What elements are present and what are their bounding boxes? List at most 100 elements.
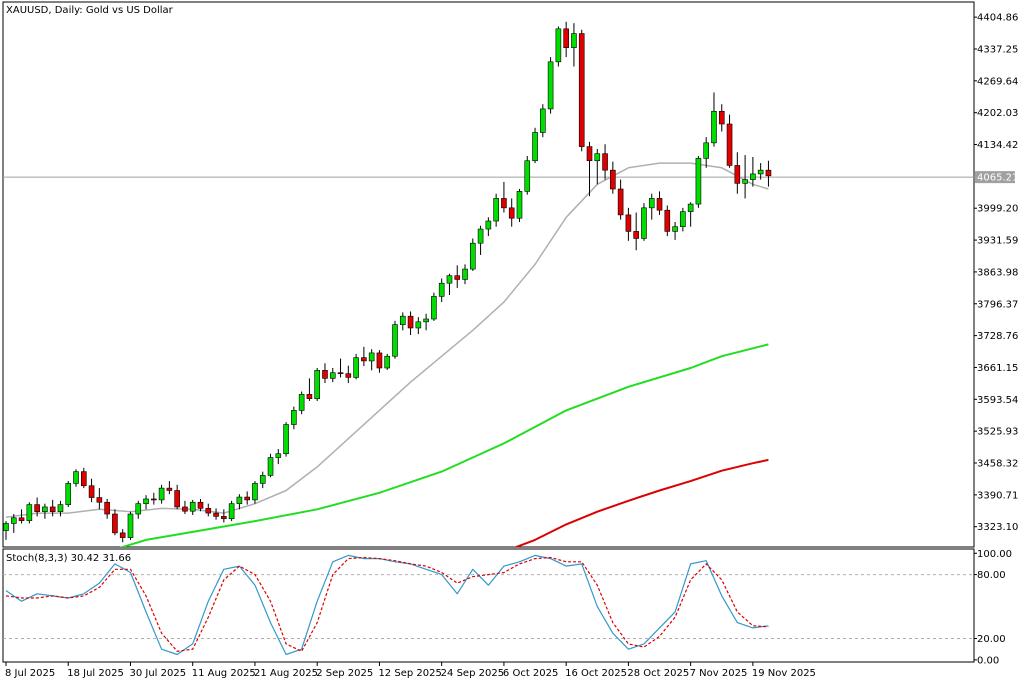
candle xyxy=(228,500,235,522)
time-tick-label: 7 Nov 2025 xyxy=(690,668,748,679)
candle xyxy=(508,198,515,227)
price-tick-label: 3863.98 xyxy=(977,267,1018,278)
candle-body xyxy=(353,357,359,378)
stochastic-tick-label: 100.00 xyxy=(977,549,1012,560)
candle-body xyxy=(423,318,429,323)
candle xyxy=(306,378,313,401)
candle-body xyxy=(625,214,632,232)
time-tick-label: 11 Aug 2025 xyxy=(192,668,256,679)
candle-body xyxy=(34,504,40,512)
candle xyxy=(742,155,748,199)
candle xyxy=(329,368,336,383)
candle xyxy=(501,181,507,213)
candle xyxy=(34,497,40,517)
candle-body xyxy=(322,370,328,379)
candle xyxy=(641,203,647,241)
candle xyxy=(18,509,25,524)
candle xyxy=(42,503,48,519)
candle xyxy=(726,114,733,168)
candle xyxy=(399,312,406,331)
candle xyxy=(555,26,562,67)
candle xyxy=(711,92,717,147)
time-tick-label: 19 Nov 2025 xyxy=(752,668,816,679)
candle-body xyxy=(376,352,383,369)
candle-body xyxy=(493,198,499,222)
candle-body xyxy=(469,242,476,270)
candle xyxy=(571,23,577,67)
price-tick-label: 3390.71 xyxy=(977,490,1018,501)
candle-body xyxy=(18,517,25,521)
candle xyxy=(57,500,64,517)
candle xyxy=(3,521,9,540)
price-tick-label: 3931.59 xyxy=(977,236,1018,247)
candle-body xyxy=(314,370,321,399)
candle-body xyxy=(3,523,9,531)
sma-short-line xyxy=(5,162,769,519)
candle xyxy=(213,508,219,520)
candle xyxy=(454,265,461,288)
candle-body xyxy=(392,324,398,357)
candle xyxy=(151,492,157,505)
candle xyxy=(617,179,624,220)
price-tick-label: 3525.93 xyxy=(977,427,1018,438)
stochastic-tick-label: 80.00 xyxy=(977,570,1006,581)
candle-body xyxy=(205,508,212,514)
candle-body xyxy=(166,487,173,491)
candle-body xyxy=(174,490,180,508)
candle-body xyxy=(244,496,250,501)
candle xyxy=(345,365,352,384)
candle-body xyxy=(143,498,149,504)
stochastic-lines xyxy=(3,554,974,656)
candle xyxy=(353,353,359,380)
candle-body xyxy=(672,226,678,232)
candle xyxy=(298,391,305,415)
candle xyxy=(703,137,710,168)
candle-body xyxy=(384,355,391,369)
candle-body xyxy=(96,497,103,503)
candle xyxy=(540,104,546,138)
candle xyxy=(765,160,772,187)
stochastic-main-line xyxy=(5,554,769,656)
candle-body xyxy=(617,188,624,216)
candle-body xyxy=(477,228,484,244)
candle xyxy=(469,238,476,271)
time-tick-label: 30 Jul 2025 xyxy=(129,668,186,679)
candle-body xyxy=(734,165,741,184)
price-axis: 4404.86 4337.25 4269.64 4202.03 4134.42 3999.… xyxy=(974,13,1018,533)
candle xyxy=(158,484,165,504)
stochastic-label: Stoch(8,3,3) 30.42 31.66 xyxy=(6,553,131,564)
candle-body xyxy=(283,424,289,455)
candle xyxy=(314,368,321,401)
candle-body xyxy=(65,483,72,505)
time-tick-label: 16 Oct 2025 xyxy=(565,668,627,679)
candle xyxy=(407,311,414,336)
price-tick-label: 4134.42 xyxy=(977,140,1018,151)
candle xyxy=(415,317,422,335)
candle xyxy=(477,225,484,255)
time-tick-label: 24 Sep 2025 xyxy=(441,668,504,679)
candle-body xyxy=(158,487,165,501)
candle xyxy=(337,358,344,378)
stochastic-panel-border xyxy=(2,548,975,663)
candle xyxy=(532,127,538,164)
candle-body xyxy=(104,501,110,515)
chart-title: XAUUSD, Daily: Gold vs US Dollar xyxy=(6,5,174,16)
candle xyxy=(81,467,87,489)
candle-body xyxy=(298,394,305,411)
candle xyxy=(493,193,499,227)
candle xyxy=(252,481,258,504)
candle-body xyxy=(610,169,616,190)
candle-body xyxy=(602,153,608,171)
candle xyxy=(586,141,593,197)
candle xyxy=(594,148,601,185)
candle-body xyxy=(718,110,725,125)
candle-body xyxy=(267,457,274,476)
candle xyxy=(197,498,204,512)
candle-body xyxy=(49,506,56,512)
candle xyxy=(104,498,110,519)
candle-body xyxy=(641,207,647,239)
main-panel-frame xyxy=(2,1,975,663)
candle xyxy=(267,453,274,478)
candle xyxy=(10,514,17,533)
